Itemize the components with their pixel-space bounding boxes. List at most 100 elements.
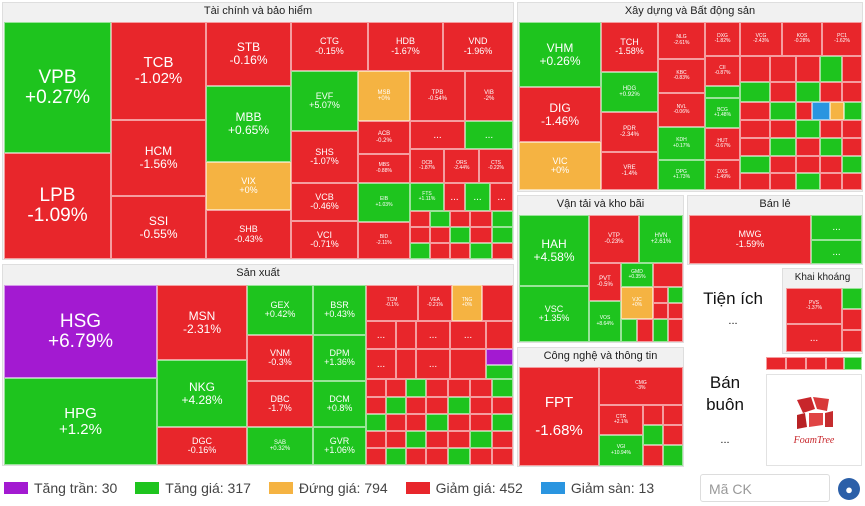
tile-DBC[interactable]: DBC -1.7%	[247, 381, 313, 427]
small-tile[interactable]	[366, 448, 386, 465]
tile-SHS[interactable]: SHS -1.07%	[291, 131, 358, 183]
small-tile[interactable]	[806, 357, 826, 370]
small-tile[interactable]	[842, 156, 862, 173]
small-tile[interactable]	[410, 227, 430, 243]
tile-HUT[interactable]: HUT -0.67%	[705, 128, 740, 160]
tile-VSC[interactable]: VSC +1.35%	[519, 286, 589, 342]
tile-CMG[interactable]: CMG -3%	[599, 367, 683, 405]
tile-TCB[interactable]: TCB -1.02%	[111, 22, 206, 120]
tile-HSG[interactable]: HSG +6.79%	[4, 285, 157, 378]
tile-ORS[interactable]: ORS -2.44%	[444, 149, 479, 183]
tile-GEX[interactable]: GEX +0.42%	[247, 285, 313, 335]
small-tile[interactable]	[786, 357, 806, 370]
tile-CTS[interactable]: CTS -0.22%	[479, 149, 513, 183]
small-tile[interactable]	[470, 227, 492, 243]
small-tile[interactable]	[470, 414, 492, 431]
small-tile[interactable]	[448, 414, 470, 431]
small-tile[interactable]	[796, 56, 820, 82]
small-tile[interactable]	[406, 414, 426, 431]
tile-VRE[interactable]: VRE -1.4%	[601, 152, 658, 190]
tile-GMD[interactable]: GMD +0.35%	[621, 263, 653, 287]
small-tile[interactable]	[796, 156, 820, 173]
small-tile[interactable]	[386, 448, 406, 465]
small-tile[interactable]	[844, 357, 862, 370]
tile-VIB[interactable]: VIB -2%	[465, 71, 513, 121]
tile-KBC[interactable]: KBC -0.83%	[658, 59, 705, 93]
small-tile[interactable]	[366, 431, 386, 448]
small-tile[interactable]	[663, 425, 683, 445]
more-tile[interactable]: ...	[490, 183, 513, 211]
small-tile[interactable]	[796, 173, 820, 190]
small-tile[interactable]	[740, 102, 770, 120]
small-tile[interactable]	[705, 86, 740, 98]
tile-VGI[interactable]: VGI +10.94%	[599, 435, 643, 466]
tile-VJC[interactable]: VJC +0%	[621, 287, 653, 319]
tile-BSR[interactable]: BSR +0.43%	[313, 285, 366, 335]
small-tile[interactable]	[663, 405, 683, 425]
small-tile[interactable]	[448, 431, 470, 448]
small-tile[interactable]	[842, 56, 862, 82]
small-tile[interactable]	[366, 414, 386, 431]
tile-BCG[interactable]: BCG +1.48%	[705, 98, 740, 128]
more-tile[interactable]: ...	[366, 321, 396, 349]
small-tile[interactable]	[406, 379, 426, 397]
small-tile[interactable]	[450, 227, 470, 243]
small-tile[interactable]	[448, 379, 470, 397]
small-tile[interactable]	[770, 56, 796, 82]
tile-VIX[interactable]: VIX +0%	[206, 162, 291, 210]
small-tile[interactable]	[770, 102, 796, 120]
small-tile[interactable]	[426, 431, 448, 448]
tile-CTG[interactable]: CTG -0.15%	[291, 22, 368, 71]
small-tile[interactable]	[653, 263, 683, 287]
tile-PC1[interactable]: PC1 -1.62%	[822, 22, 862, 56]
tile-MSB[interactable]: MSB +0%	[358, 71, 410, 121]
tile-NVL[interactable]: NVL -0.06%	[658, 93, 705, 127]
more-tile[interactable]: ...	[416, 349, 450, 379]
small-tile[interactable]	[621, 319, 637, 342]
more-tile[interactable]: ...	[465, 121, 513, 149]
tile-EVF[interactable]: EVF +5.07%	[291, 71, 358, 131]
tile-DXS[interactable]: DXS -1.49%	[705, 160, 740, 190]
small-tile[interactable]	[450, 243, 470, 259]
small-tile[interactable]	[448, 448, 470, 465]
stock-code-input[interactable]	[707, 476, 829, 502]
small-tile[interactable]	[406, 448, 426, 465]
small-tile[interactable]	[410, 243, 430, 259]
tile-TCM[interactable]: TCM -0.1%	[366, 285, 418, 321]
tile-HPG[interactable]: HPG +1.2%	[4, 378, 157, 465]
small-tile[interactable]	[410, 211, 430, 227]
small-tile[interactable]	[820, 156, 842, 173]
tile-OCB[interactable]: OCB -1.87%	[410, 149, 444, 183]
tile-SHB[interactable]: SHB -0.43%	[206, 210, 291, 259]
more-tile[interactable]: ...	[416, 321, 450, 349]
small-tile[interactable]	[492, 414, 513, 431]
small-tile[interactable]	[820, 56, 842, 82]
small-tile[interactable]	[470, 448, 492, 465]
more-tile[interactable]: ...	[450, 321, 486, 349]
tile-PVT[interactable]: PVT -0.5%	[589, 263, 621, 301]
tile-KDH[interactable]: KDH +0.17%	[658, 127, 705, 160]
small-tile[interactable]	[386, 379, 406, 397]
small-tile[interactable]	[830, 102, 844, 120]
tile-MBB[interactable]: MBB +0.65%	[206, 86, 291, 162]
small-tile[interactable]	[740, 120, 770, 138]
more-tile[interactable]: ...	[366, 349, 396, 379]
tile-VTP[interactable]: VTP -0.23%	[589, 215, 639, 263]
small-tile[interactable]	[492, 379, 513, 397]
small-tile[interactable]	[426, 379, 448, 397]
small-tile[interactable]	[842, 309, 862, 330]
small-tile[interactable]	[637, 319, 653, 342]
tile-DIG[interactable]: DIG -1.46%	[519, 87, 601, 142]
small-tile[interactable]	[796, 102, 812, 120]
sector-wholesale[interactable]: Bán buôn ...	[687, 352, 763, 466]
small-tile[interactable]	[668, 303, 683, 319]
small-tile[interactable]	[366, 397, 386, 414]
small-tile[interactable]	[386, 414, 406, 431]
tile-STB[interactable]: STB -0.16%	[206, 22, 291, 86]
small-tile[interactable]	[842, 288, 862, 309]
tile-CTR[interactable]: CTR +2.1%	[599, 405, 643, 435]
small-tile[interactable]	[740, 82, 770, 102]
small-tile[interactable]	[796, 120, 820, 138]
sector-utilities[interactable]: Tiện ích ...	[687, 268, 779, 348]
tile-TPB[interactable]: TPB -0.54%	[410, 71, 465, 121]
